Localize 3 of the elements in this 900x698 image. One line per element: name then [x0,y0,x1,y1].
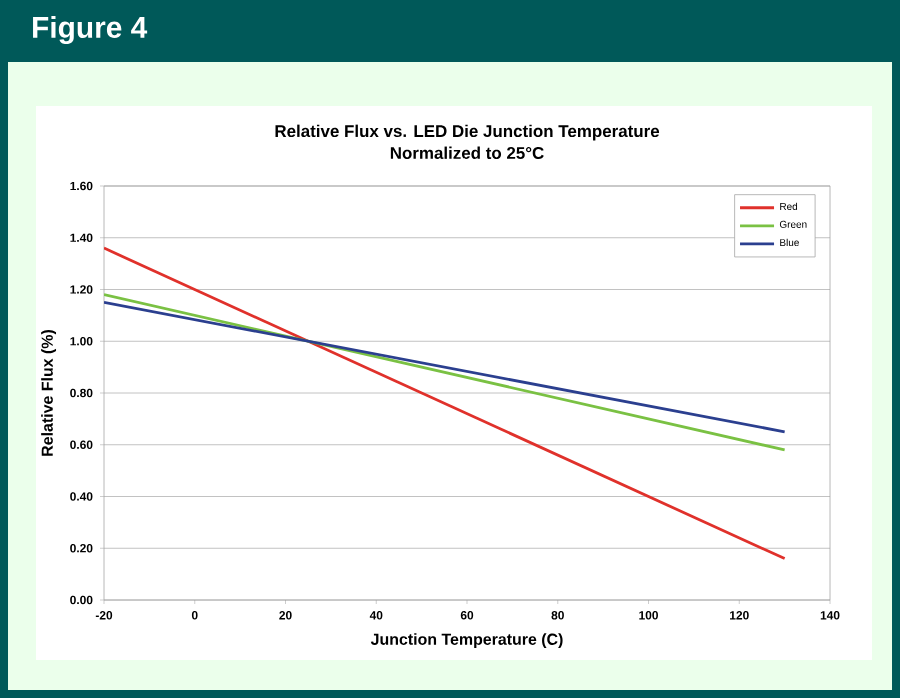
caption: Figure 4 [33,16,148,44]
chart-subtitle: Normalized to 25°C [390,146,544,159]
chart-title: Relative Flux vs. LED Die Junction Temperature [275,124,660,141]
